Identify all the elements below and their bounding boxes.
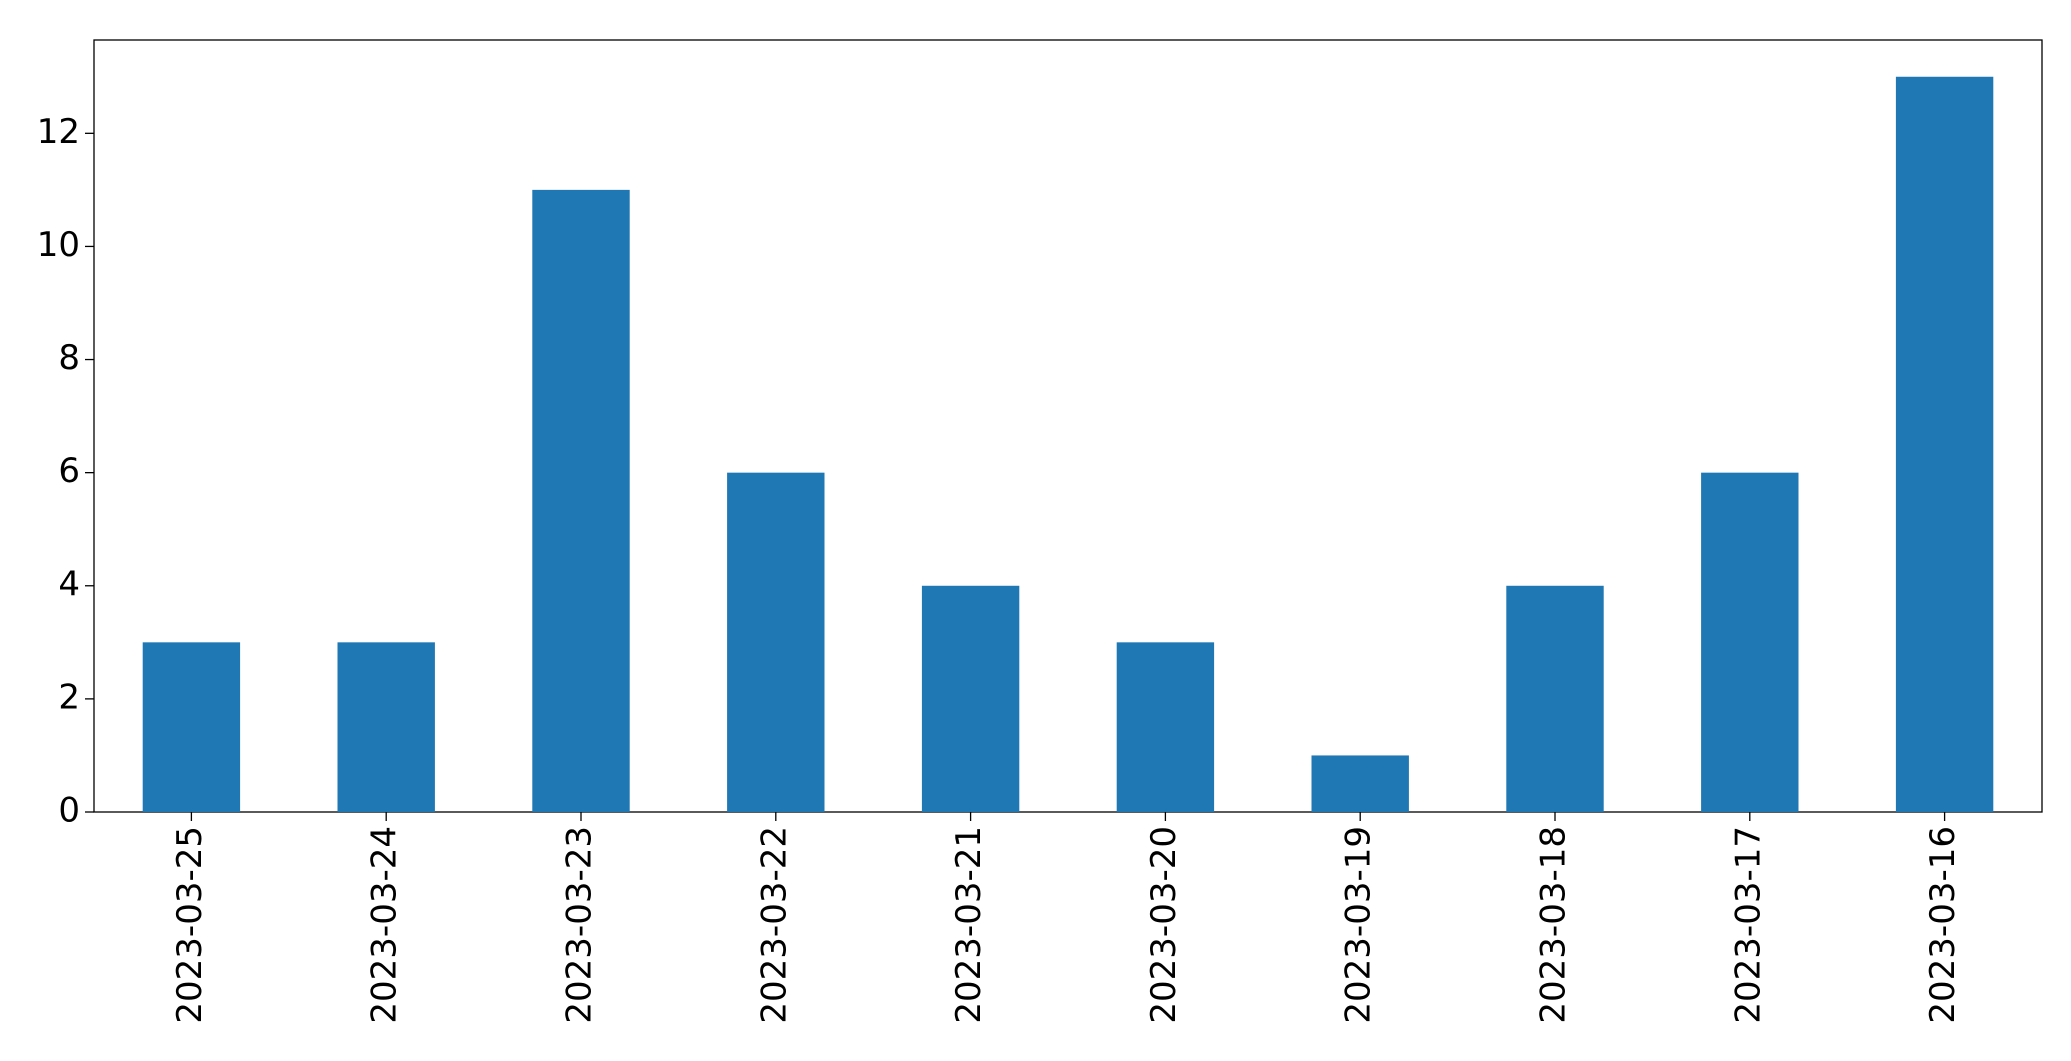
bar	[532, 189, 630, 812]
x-tick-label: 2023-03-21	[949, 826, 989, 1024]
x-tick-label: 2023-03-22	[754, 826, 794, 1024]
bar	[142, 642, 241, 812]
bar	[1895, 76, 1994, 812]
x-tick-label: 2023-03-23	[560, 826, 600, 1024]
y-tick-label: 0	[58, 791, 80, 831]
x-tick-label: 2023-03-20	[1144, 826, 1184, 1024]
y-tick-label: 10	[37, 225, 80, 265]
x-tick-label: 2023-03-19	[1339, 826, 1379, 1024]
y-tick-label: 2	[58, 677, 80, 717]
y-tick-label: 6	[58, 451, 80, 491]
bar	[1701, 472, 1799, 812]
bar	[1506, 585, 1604, 812]
x-tick-label: 2023-03-25	[170, 826, 210, 1024]
x-tick-label: 2023-03-24	[365, 826, 405, 1024]
y-tick-label: 4	[58, 564, 80, 604]
bar	[1311, 755, 1409, 812]
x-tick-label: 2023-03-18	[1534, 826, 1574, 1024]
bar	[337, 642, 435, 812]
bar	[727, 472, 825, 812]
bar	[921, 585, 1020, 812]
bar	[1116, 642, 1215, 812]
y-tick-label: 8	[58, 338, 80, 378]
y-tick-label: 12	[37, 112, 80, 152]
x-tick-label: 2023-03-16	[1923, 826, 1963, 1024]
plot-frame	[93, 39, 2043, 813]
x-tick-label: 2023-03-17	[1728, 826, 1768, 1024]
